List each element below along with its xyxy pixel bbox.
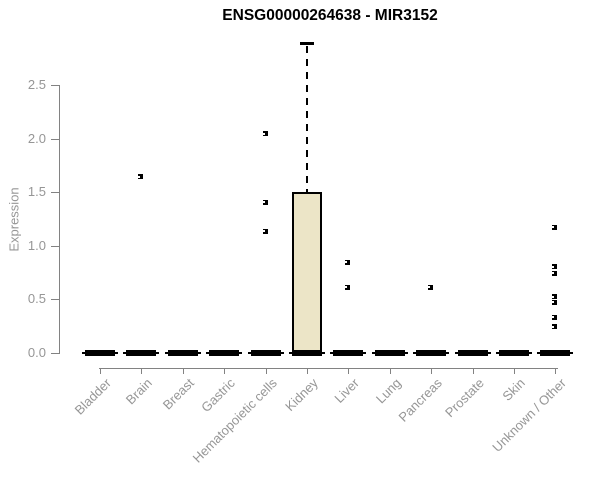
median-bar [292,350,322,356]
x-axis-tick [100,368,101,374]
x-axis-tick [348,368,350,374]
outlier-point-center [262,201,265,204]
outlier-point [552,294,558,300]
x-axis-tick [224,368,226,374]
median-bar [126,350,157,356]
outlier-point [262,131,268,137]
outlier-point-center [138,175,141,178]
y-axis-tick [51,192,59,194]
y-axis-tick [51,85,59,86]
median-bar [209,350,240,356]
outlier-point [552,299,558,305]
median-bar [85,350,115,356]
x-axis-tick [182,368,184,374]
box [292,192,322,353]
median-bar [499,350,529,356]
outlier-point [552,264,558,270]
outlier-point-center [552,265,555,268]
median-bar [540,350,571,356]
outlier-point [552,224,558,230]
x-axis-tick [265,368,267,374]
outlier-point-center [552,316,555,319]
y-axis-tick [51,245,59,247]
outlier-point [552,270,558,276]
median-bar [167,350,198,356]
x-axis-tick [141,368,143,374]
x-axis-tick [555,368,557,374]
x-axis-tick [514,368,515,374]
y-axis-tick [51,299,59,301]
outlier-point-center [262,230,265,233]
y-tick-label: 1.0 [27,237,46,253]
outlier-point [428,284,434,290]
outlier-point-center [552,325,555,328]
outlier-point [262,199,268,205]
outlier-point [138,174,144,180]
x-axis-line [99,368,558,369]
median-bar [457,350,488,356]
x-axis-tick [472,368,474,374]
whisker-cap [300,42,314,46]
outlier-point [345,259,351,265]
outlier-point-center [552,301,555,304]
y-tick-label: 0.0 [27,345,46,360]
y-tick-label: 0.5 [27,291,46,307]
outlier-point-center [345,286,348,289]
outlier-point-center [552,226,555,229]
y-axis-tick [51,138,59,140]
outlier-point-center [552,295,555,298]
y-tick-label: 2.5 [27,77,46,92]
outlier-point [345,284,351,290]
x-axis-tick [389,368,391,374]
y-tick-label: 1.5 [27,184,46,200]
median-bar [250,350,281,356]
y-tick-label: 2.0 [27,130,46,146]
outlier-point-center [262,132,265,135]
x-axis-tick [431,368,433,374]
outlier-point [552,324,558,330]
outlier-point [552,314,558,320]
x-axis-tick [307,368,308,374]
median-bar [416,350,447,356]
outlier-point-center [552,272,555,275]
whisker-line [306,46,308,193]
outlier-point-center [345,261,348,264]
chart-title: ENSG00000264638 - MIR3152 [222,7,438,24]
median-bar [374,350,405,356]
outlier-point-center [428,286,431,289]
outlier-point [262,228,268,234]
median-bar [333,350,364,356]
y-axis-line [59,85,60,354]
y-axis-tick [51,353,59,354]
